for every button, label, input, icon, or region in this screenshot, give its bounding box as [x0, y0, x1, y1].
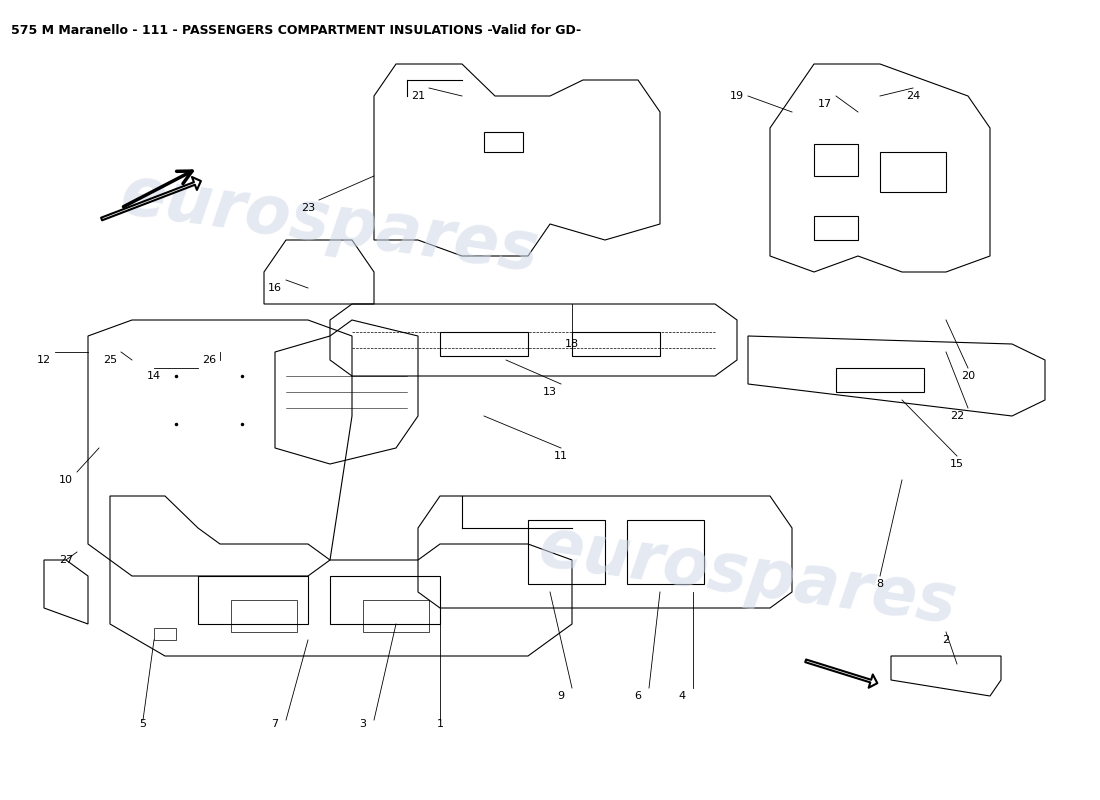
Text: 12: 12	[37, 355, 51, 365]
Text: 1: 1	[437, 719, 443, 729]
Text: 6: 6	[635, 691, 641, 701]
Text: 18: 18	[565, 339, 579, 349]
Text: 3: 3	[360, 719, 366, 729]
Text: 8: 8	[877, 579, 883, 589]
Text: 16: 16	[268, 283, 282, 293]
Text: 23: 23	[301, 203, 315, 213]
Text: eurospares: eurospares	[117, 162, 543, 286]
Text: 15: 15	[950, 459, 964, 469]
Text: 11: 11	[554, 451, 568, 461]
Text: 25: 25	[103, 355, 117, 365]
Text: 26: 26	[202, 355, 216, 365]
Text: 575 M Maranello - 111 - PASSENGERS COMPARTMENT INSULATIONS -Valid for GD-: 575 M Maranello - 111 - PASSENGERS COMPA…	[11, 24, 581, 37]
Text: 5: 5	[140, 719, 146, 729]
Text: 27: 27	[59, 555, 73, 565]
Text: 2: 2	[943, 635, 949, 645]
Text: 19: 19	[730, 91, 744, 101]
Text: 13: 13	[543, 387, 557, 397]
Text: 10: 10	[59, 475, 73, 485]
Text: 4: 4	[679, 691, 685, 701]
Text: 22: 22	[950, 411, 964, 421]
Text: 14: 14	[147, 371, 161, 381]
Text: 17: 17	[818, 99, 832, 109]
Text: 7: 7	[272, 719, 278, 729]
Text: eurospares: eurospares	[535, 514, 961, 638]
Text: 21: 21	[411, 91, 425, 101]
Text: 20: 20	[961, 371, 975, 381]
Text: 9: 9	[558, 691, 564, 701]
Text: 24: 24	[906, 91, 920, 101]
